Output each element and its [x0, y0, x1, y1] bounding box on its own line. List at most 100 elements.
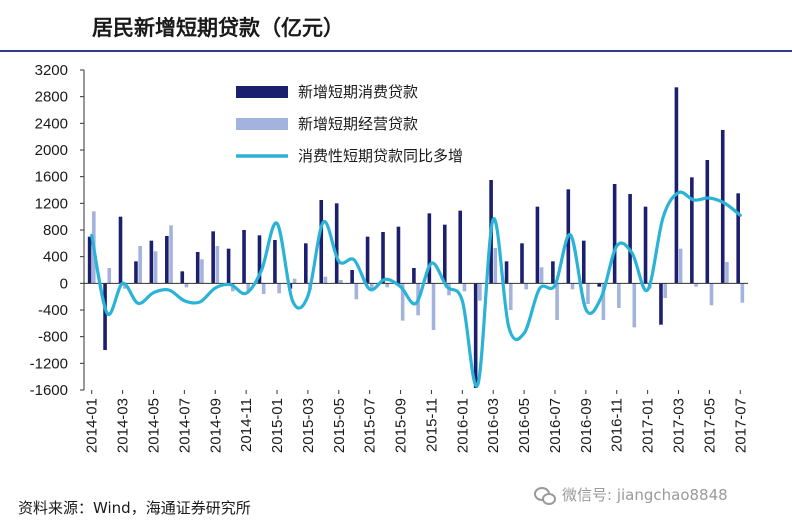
y-tick-label: 3200: [35, 62, 68, 79]
bar-business-loan: [462, 283, 467, 292]
x-tick-label: 2016-05: [516, 398, 533, 453]
y-tick-label: 2800: [35, 89, 68, 106]
bar-consumer-loan: [103, 283, 107, 350]
bar-business-loan: [586, 283, 590, 304]
legend-label-yoy: 消费性短期贷款同比多增: [298, 147, 463, 165]
x-tick-label: 2016-03: [485, 398, 502, 453]
x-tick-label: 2015-07: [362, 398, 379, 453]
bar-consumer-loan: [396, 226, 401, 284]
x-tick-label: 2015-09: [393, 398, 410, 453]
y-tick-label: -1600: [30, 382, 68, 399]
bar-consumer-loan: [304, 243, 308, 284]
bar-business-loan: [694, 283, 698, 287]
y-tick-label: 0: [60, 275, 68, 292]
bar-business-loan: [107, 268, 112, 284]
bar-business-loan: [725, 262, 729, 284]
bar-consumer-loan: [643, 206, 648, 284]
bar-business-loan: [617, 283, 621, 308]
bar-consumer-loan: [427, 213, 432, 284]
bar-business-loan: [508, 283, 513, 310]
bar-consumer-loan: [242, 230, 246, 284]
bar-consumer-loan: [365, 236, 370, 284]
x-tick-label: 2017-01: [640, 398, 657, 453]
x-tick-label: 2014-11: [238, 398, 255, 452]
x-tick-label: 2014-05: [145, 398, 162, 453]
x-tick-label: 2016-09: [578, 398, 595, 453]
bar-business-loan: [369, 283, 374, 290]
x-tick-label: 2017-05: [701, 398, 718, 453]
bar-consumer-loan: [118, 216, 123, 284]
x-tick-label: 2017-03: [671, 398, 688, 453]
bar-business-loan: [740, 283, 745, 303]
x-tick-label: 2014-01: [84, 398, 101, 453]
bar-consumer-loan: [87, 236, 92, 284]
bar-consumer-loan: [690, 177, 694, 284]
y-tick-label: -800: [38, 329, 68, 346]
bar-consumer-loan: [535, 206, 540, 284]
bar-business-loan: [555, 283, 559, 320]
bar-consumer-loan: [180, 271, 185, 284]
bar-consumer-loan: [211, 231, 215, 284]
y-tick-label: 2400: [35, 115, 68, 132]
bar-business-loan: [539, 267, 544, 284]
bar-business-loan: [570, 283, 575, 290]
source-note: 资料来源：Wind，海通证券研究所: [18, 499, 251, 517]
bar-consumer-loan: [381, 232, 385, 284]
y-tick-label: 1600: [35, 169, 68, 186]
bar-consumer-loan: [149, 240, 154, 284]
bar-consumer-loan: [319, 200, 324, 284]
x-tick-label: 2015-11: [423, 398, 440, 452]
bar-consumer-loan: [226, 248, 231, 284]
bar-consumer-loan: [473, 283, 478, 388]
wechat-icon: [534, 486, 556, 505]
bar-business-loan: [292, 278, 297, 284]
bar-business-loan: [184, 283, 189, 288]
bar-consumer-loan: [736, 193, 740, 284]
bar-consumer-loan: [720, 130, 725, 284]
bar-consumer-loan: [134, 261, 138, 284]
bar-business-loan: [400, 283, 405, 321]
watermark: 微信号: jiangchao8848: [534, 484, 728, 505]
bar-business-loan: [261, 283, 266, 294]
legend-label-consumer: 新增短期消费贷款: [298, 83, 418, 101]
x-tick-label: 2016-01: [454, 398, 471, 453]
bar-consumer-loan: [705, 160, 710, 284]
legend-label-business: 新增短期经营贷款: [298, 115, 418, 133]
bar-business-loan: [169, 225, 173, 284]
bar-consumer-loan: [597, 283, 602, 287]
chart: 3200 2800 2400 2000 1600 1200 800 400 0 -400 -800 -…: [30, 62, 750, 453]
bar-business-loan: [153, 251, 158, 284]
bar-business-loan: [524, 283, 528, 290]
page-title: 居民新增短期贷款（亿元）: [92, 15, 344, 40]
x-tick-label: 2015-05: [331, 398, 348, 453]
bar-consumer-loan: [165, 236, 169, 284]
bar-business-loan: [601, 283, 606, 320]
x-tick-label: 2014-07: [176, 398, 193, 453]
bar-consumer-loan: [659, 283, 663, 325]
bar-business-loan: [385, 283, 390, 288]
bar-consumer-loan: [674, 87, 679, 284]
watermark-text: 微信号: jiangchao8848: [562, 486, 728, 504]
x-tick-label: 2016-11: [609, 398, 626, 452]
bar-business-loan: [478, 283, 482, 301]
bar-business-loan: [663, 283, 667, 298]
bar-consumer-loan: [520, 243, 524, 284]
bar-business-loan: [138, 246, 142, 284]
bar-business-loan: [678, 248, 683, 284]
bar-business-loan: [246, 283, 251, 292]
bar-business-loan: [323, 276, 328, 284]
title-divider: [0, 50, 792, 52]
x-tick-label: 2016-07: [547, 398, 564, 453]
bar-consumer-loan: [504, 261, 509, 284]
x-tick-label: 2017-07: [732, 398, 749, 453]
bar-business-loan: [632, 283, 637, 328]
y-tick-label: -400: [38, 302, 68, 319]
bar-business-loan: [277, 283, 281, 294]
bar-consumer-loan: [350, 270, 354, 284]
bar-consumer-loan: [257, 235, 262, 284]
bar-business-loan: [709, 283, 714, 306]
x-tick-label: 2014-03: [115, 398, 132, 453]
legend-swatch-business: [236, 118, 288, 130]
bar-business-loan: [339, 280, 343, 284]
